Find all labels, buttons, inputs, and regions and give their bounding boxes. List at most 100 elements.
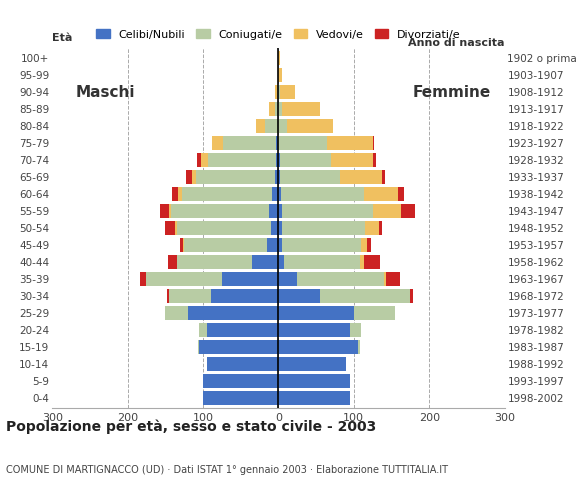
Bar	[184, 238, 267, 252]
Bar	[278, 340, 357, 354]
Bar	[278, 153, 280, 167]
Bar	[175, 221, 176, 235]
Bar	[331, 153, 373, 167]
Bar	[168, 255, 176, 269]
Bar	[267, 238, 278, 252]
Bar	[278, 272, 298, 286]
Bar	[278, 187, 281, 201]
Bar	[364, 187, 397, 201]
Bar	[269, 102, 275, 116]
Bar	[350, 323, 361, 337]
Bar	[276, 153, 278, 167]
Bar	[186, 170, 193, 184]
Bar	[282, 238, 361, 252]
Bar	[360, 255, 364, 269]
Bar	[200, 323, 207, 337]
Bar	[140, 272, 146, 286]
Bar	[146, 272, 222, 286]
Bar	[222, 272, 278, 286]
Bar	[278, 221, 282, 235]
Bar	[354, 306, 396, 320]
Bar	[201, 153, 208, 167]
Bar	[277, 85, 278, 99]
Bar	[188, 306, 278, 320]
Bar	[178, 187, 182, 201]
Bar	[278, 306, 354, 320]
Bar	[212, 136, 223, 150]
Bar	[278, 255, 284, 269]
Bar	[386, 272, 400, 286]
Text: COMUNE DI MARTIGNACCO (UD) · Dati ISTAT 1° gennaio 2003 · Elaborazione TUTTITALI: COMUNE DI MARTIGNACCO (UD) · Dati ISTAT …	[6, 465, 448, 475]
Bar	[357, 340, 360, 354]
Bar	[265, 119, 278, 133]
Bar	[193, 170, 196, 184]
Text: Femmine: Femmine	[413, 84, 491, 100]
Bar	[278, 102, 282, 116]
Bar	[271, 221, 278, 235]
Bar	[169, 204, 171, 218]
Bar	[373, 136, 374, 150]
Bar	[278, 136, 327, 150]
Text: Anno di nascita: Anno di nascita	[408, 38, 505, 48]
Bar	[160, 204, 169, 218]
Bar	[373, 204, 401, 218]
Bar	[207, 357, 278, 371]
Bar	[165, 306, 188, 320]
Bar	[182, 187, 273, 201]
Bar	[327, 136, 373, 150]
Bar	[275, 102, 278, 116]
Bar	[280, 153, 331, 167]
Bar	[280, 85, 295, 99]
Bar	[281, 187, 364, 201]
Bar	[367, 238, 371, 252]
Bar	[198, 340, 200, 354]
Bar	[278, 85, 280, 99]
Bar	[183, 238, 184, 252]
Bar	[203, 391, 278, 405]
Bar	[180, 238, 183, 252]
Bar	[276, 85, 277, 99]
Bar	[373, 153, 376, 167]
Bar	[276, 170, 278, 184]
Bar	[361, 238, 367, 252]
Legend: Celibi/Nubili, Coniugati/e, Vedovi/e, Divorziati/e: Celibi/Nubili, Coniugati/e, Vedovi/e, Di…	[92, 25, 465, 44]
Bar	[288, 119, 333, 133]
Bar	[207, 323, 278, 337]
Bar	[364, 255, 380, 269]
Bar	[284, 255, 360, 269]
Text: Età: Età	[52, 33, 72, 43]
Bar	[176, 255, 252, 269]
Bar	[278, 170, 280, 184]
Bar	[167, 289, 169, 303]
Bar	[171, 204, 269, 218]
Bar	[278, 289, 320, 303]
Text: Popolazione per età, sesso e stato civile - 2003: Popolazione per età, sesso e stato civil…	[6, 420, 376, 434]
Bar	[165, 221, 175, 235]
Bar	[172, 187, 178, 201]
Bar	[397, 187, 404, 201]
Bar	[280, 170, 340, 184]
Bar	[223, 136, 276, 150]
Bar	[252, 255, 278, 269]
Bar	[256, 119, 265, 133]
Bar	[276, 136, 278, 150]
Bar	[411, 289, 412, 303]
Bar	[211, 289, 278, 303]
Bar	[169, 289, 211, 303]
Bar	[384, 272, 386, 286]
Bar	[282, 204, 373, 218]
Bar	[379, 221, 382, 235]
Bar	[278, 238, 282, 252]
Bar	[282, 221, 365, 235]
Bar	[273, 187, 278, 201]
Bar	[320, 289, 411, 303]
Bar	[278, 68, 282, 82]
Bar	[278, 51, 280, 65]
Bar	[278, 204, 282, 218]
Bar	[208, 153, 276, 167]
Bar	[365, 221, 379, 235]
Bar	[176, 221, 271, 235]
Bar	[340, 170, 382, 184]
Bar	[200, 340, 278, 354]
Bar	[278, 391, 350, 405]
